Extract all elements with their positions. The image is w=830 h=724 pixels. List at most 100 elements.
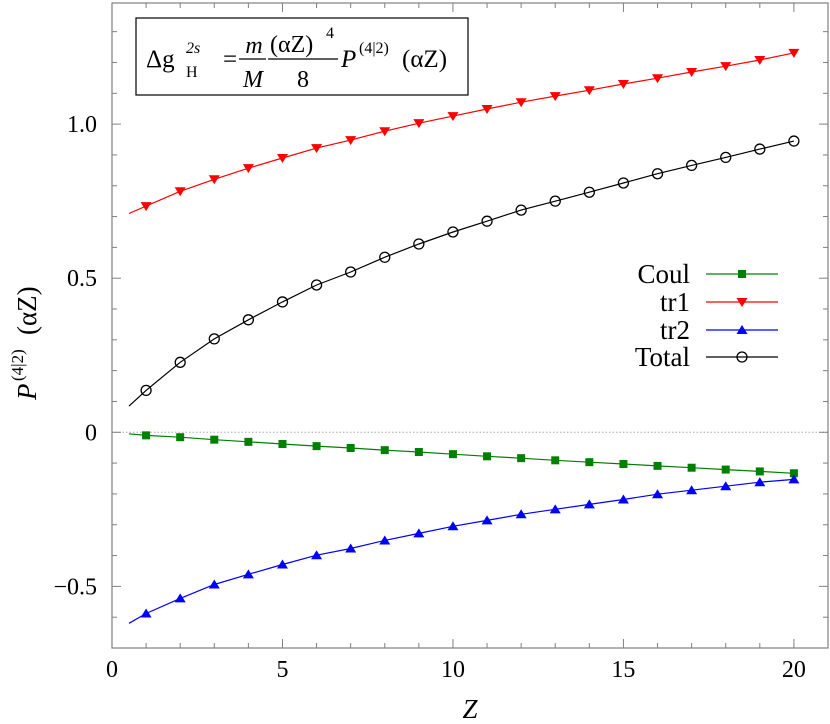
data-point-tr2 bbox=[311, 550, 323, 560]
x-tick-label: 10 bbox=[441, 657, 465, 683]
annotation-delta: Δg bbox=[146, 46, 175, 73]
annotation-eq: = bbox=[223, 46, 237, 73]
x-tick-label: 5 bbox=[276, 657, 288, 683]
data-point-total bbox=[208, 333, 220, 345]
annotation-den2: 8 bbox=[297, 67, 309, 93]
data-point-tr1 bbox=[686, 68, 698, 78]
data-point-coul bbox=[755, 467, 764, 476]
data-point-total bbox=[685, 159, 698, 172]
data-point-tr1 bbox=[515, 98, 527, 108]
data-point-tr1 bbox=[754, 56, 766, 66]
data-point-tr1 bbox=[720, 62, 732, 72]
data-point-coul bbox=[619, 460, 628, 469]
data-point-tr2 bbox=[481, 515, 493, 525]
data-point-tr2 bbox=[174, 593, 186, 603]
data-point-tr2 bbox=[617, 494, 629, 504]
plot-frame bbox=[111, 2, 829, 649]
legend-label-total: Total bbox=[635, 342, 690, 372]
data-point-coul bbox=[551, 456, 560, 465]
data-point-tr1 bbox=[652, 74, 664, 84]
data-point-tr1 bbox=[583, 86, 595, 96]
data-point-total bbox=[481, 215, 493, 227]
data-point-total bbox=[549, 195, 561, 207]
data-point-coul bbox=[653, 461, 662, 470]
annotation-num1: m bbox=[245, 33, 262, 59]
data-point-total bbox=[583, 186, 595, 198]
data-point-total bbox=[617, 177, 630, 189]
y-label-sup: (4|2) bbox=[8, 349, 27, 381]
data-point-tr2 bbox=[515, 509, 527, 519]
data-point-tr1 bbox=[174, 187, 186, 197]
annotation-P-arg: (αZ) bbox=[402, 46, 447, 73]
data-point-coul bbox=[789, 469, 798, 478]
annotation-den1: M bbox=[242, 67, 265, 93]
annotation-num2-sup: 4 bbox=[326, 25, 334, 42]
x-tick-label: 15 bbox=[611, 657, 635, 683]
data-point-coul bbox=[346, 443, 355, 452]
data-point-tr2 bbox=[242, 569, 254, 579]
data-point-tr1 bbox=[447, 112, 459, 122]
data-point-tr2 bbox=[276, 559, 288, 569]
data-point-total bbox=[720, 151, 732, 164]
data-point-coul bbox=[687, 463, 696, 472]
legend-marker-tr2 bbox=[736, 325, 748, 334]
data-point-coul bbox=[244, 437, 253, 446]
data-point-tr1 bbox=[549, 92, 561, 102]
data-point-tr2 bbox=[652, 489, 664, 499]
data-point-coul bbox=[585, 458, 594, 467]
y-tick-label: 0 bbox=[85, 420, 97, 446]
data-point-coul bbox=[312, 442, 321, 451]
data-point-coul bbox=[414, 448, 423, 457]
annotation-P: P bbox=[340, 46, 356, 73]
data-point-coul bbox=[517, 454, 526, 463]
y-label-base: P bbox=[12, 384, 42, 402]
data-point-tr2 bbox=[208, 579, 220, 589]
data-point-tr2 bbox=[413, 528, 425, 538]
legend-marker-tr1 bbox=[736, 298, 748, 307]
data-point-coul bbox=[448, 450, 457, 459]
legend-label-coul: Coul bbox=[637, 259, 690, 289]
data-point-tr2 bbox=[447, 521, 459, 531]
legend-marker-total bbox=[736, 351, 748, 363]
data-point-tr1 bbox=[481, 105, 493, 115]
data-point-tr2 bbox=[140, 608, 152, 618]
series-line-total bbox=[128, 140, 795, 407]
data-point-total bbox=[242, 314, 255, 326]
y-axis-label: P (4|2) (αZ) bbox=[8, 286, 42, 401]
annotation-sup: 2s bbox=[186, 40, 200, 57]
data-point-total bbox=[310, 279, 323, 291]
y-tick-label: −0.5 bbox=[53, 574, 97, 600]
data-point-total bbox=[345, 266, 357, 278]
data-point-total bbox=[651, 168, 664, 180]
data-point-tr1 bbox=[617, 80, 629, 90]
data-point-total bbox=[754, 143, 766, 155]
x-tick-label: 0 bbox=[106, 657, 118, 683]
data-point-total bbox=[140, 384, 152, 397]
x-tick-label: 20 bbox=[782, 657, 806, 683]
annotation-P-sup: (4|2) bbox=[359, 40, 389, 57]
data-point-tr2 bbox=[379, 535, 391, 545]
data-point-tr2 bbox=[788, 474, 800, 484]
y-tick-label: 1.0 bbox=[67, 112, 97, 138]
data-point-tr1 bbox=[311, 144, 323, 154]
data-point-tr1 bbox=[345, 136, 357, 146]
data-point-total bbox=[174, 356, 186, 368]
data-point-coul bbox=[380, 446, 389, 455]
data-point-tr2 bbox=[583, 499, 595, 509]
data-point-coul bbox=[176, 433, 185, 442]
data-point-tr2 bbox=[754, 477, 766, 487]
data-point-tr1 bbox=[276, 154, 288, 164]
annotation-box: Δg 2s H = m M (αZ) 4 8 P (4|2) (αZ) bbox=[135, 17, 469, 96]
y-tick-label: 0.5 bbox=[67, 266, 97, 292]
y-label-arg: (αZ) bbox=[12, 286, 42, 335]
x-axis-label: Z bbox=[462, 694, 478, 724]
legend-label-tr1: tr1 bbox=[660, 287, 690, 317]
data-point-tr1 bbox=[788, 48, 800, 58]
data-point-tr2 bbox=[686, 485, 698, 495]
data-point-coul bbox=[210, 435, 219, 444]
data-point-tr2 bbox=[345, 543, 357, 553]
legend-marker-coul bbox=[738, 270, 746, 278]
data-point-tr1 bbox=[140, 202, 152, 212]
data-point-coul bbox=[278, 439, 287, 448]
